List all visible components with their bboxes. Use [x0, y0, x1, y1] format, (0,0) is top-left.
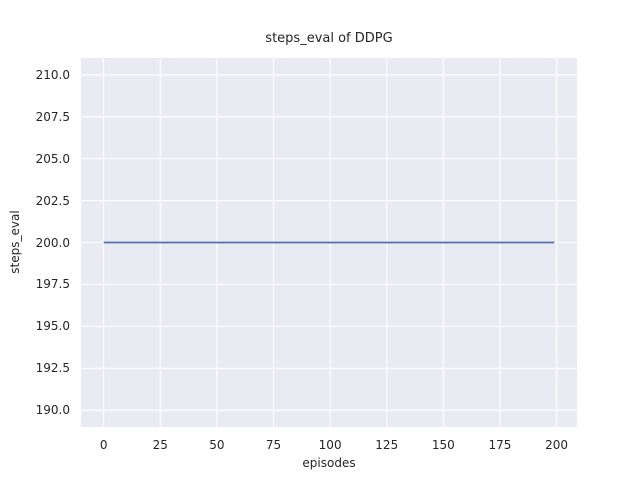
x-tick-label: 0: [99, 438, 108, 452]
x-tick-label: 175: [488, 438, 512, 452]
y-tick-label: 205.0: [35, 151, 70, 166]
y-tick-label: 195.0: [35, 319, 70, 334]
y-tick-label: 200.0: [35, 235, 70, 250]
plot-area: [81, 58, 577, 427]
y-tick-label: 207.5: [35, 109, 70, 124]
y-tick-label: 192.5: [35, 361, 70, 376]
y-tick-label: 210.0: [35, 67, 70, 82]
x-tick-label: 200: [545, 438, 569, 452]
y-tick-label: 190.0: [35, 403, 70, 418]
x-tick-label: 50: [209, 438, 225, 452]
x-tick-label: 150: [431, 438, 455, 452]
chart-title: steps_eval of DDPG: [265, 31, 393, 46]
x-tick-label: 100: [318, 438, 342, 452]
x-tick-label: 75: [265, 438, 282, 452]
x-axis-label: episodes: [302, 456, 356, 470]
y-tick-label: 197.5: [35, 277, 70, 292]
x-tick-label: 125: [375, 438, 399, 452]
x-tick-label: 25: [152, 438, 168, 452]
y-tick-label: 202.5: [35, 193, 70, 208]
